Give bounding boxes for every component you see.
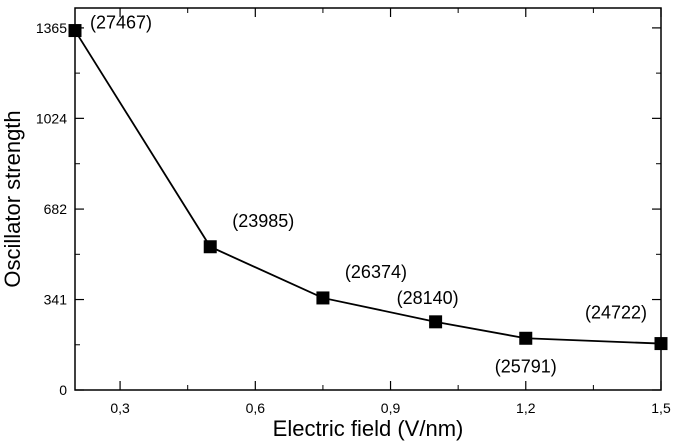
ticks-layer: 0,3 0,6 0,9 1,2 1,5 0 341 682 1024 1365 [36,8,671,416]
series-line [74,30,662,345]
x-tick-label: 0,3 [110,400,130,416]
data-point-marker [429,315,443,329]
x-tick-label: 1,2 [516,400,536,416]
data-point-marker [519,331,533,345]
data-label: (23985) [232,211,294,231]
data-label: (28140) [397,288,459,308]
y-axis-label: Oscillator strength [0,110,25,287]
plot-frame [74,7,662,391]
data-label: (25791) [495,356,557,376]
y-tick-label: 0 [59,382,67,398]
data-label: (27467) [90,13,152,33]
series-layer [68,24,668,351]
data-point-marker [654,337,668,351]
data-labels-layer: (27467) (23985) (26374) (28140) (25791) (2472… [90,13,647,377]
data-point-marker [316,291,330,305]
data-label: (26374) [345,262,407,282]
data-point-marker [68,24,82,38]
y-tick-label: 341 [44,292,68,308]
x-tick-label: 1,5 [651,400,671,416]
data-label: (24722) [585,303,647,323]
y-tick-label: 682 [44,201,68,217]
x-tick-label: 0,9 [381,400,401,416]
x-tick-label: 0,6 [246,400,266,416]
y-tick-label: 1365 [36,20,67,36]
y-tick-label: 1024 [36,110,67,126]
data-point-marker [203,240,217,254]
x-axis-label: Electric field (V/nm) [273,416,464,441]
